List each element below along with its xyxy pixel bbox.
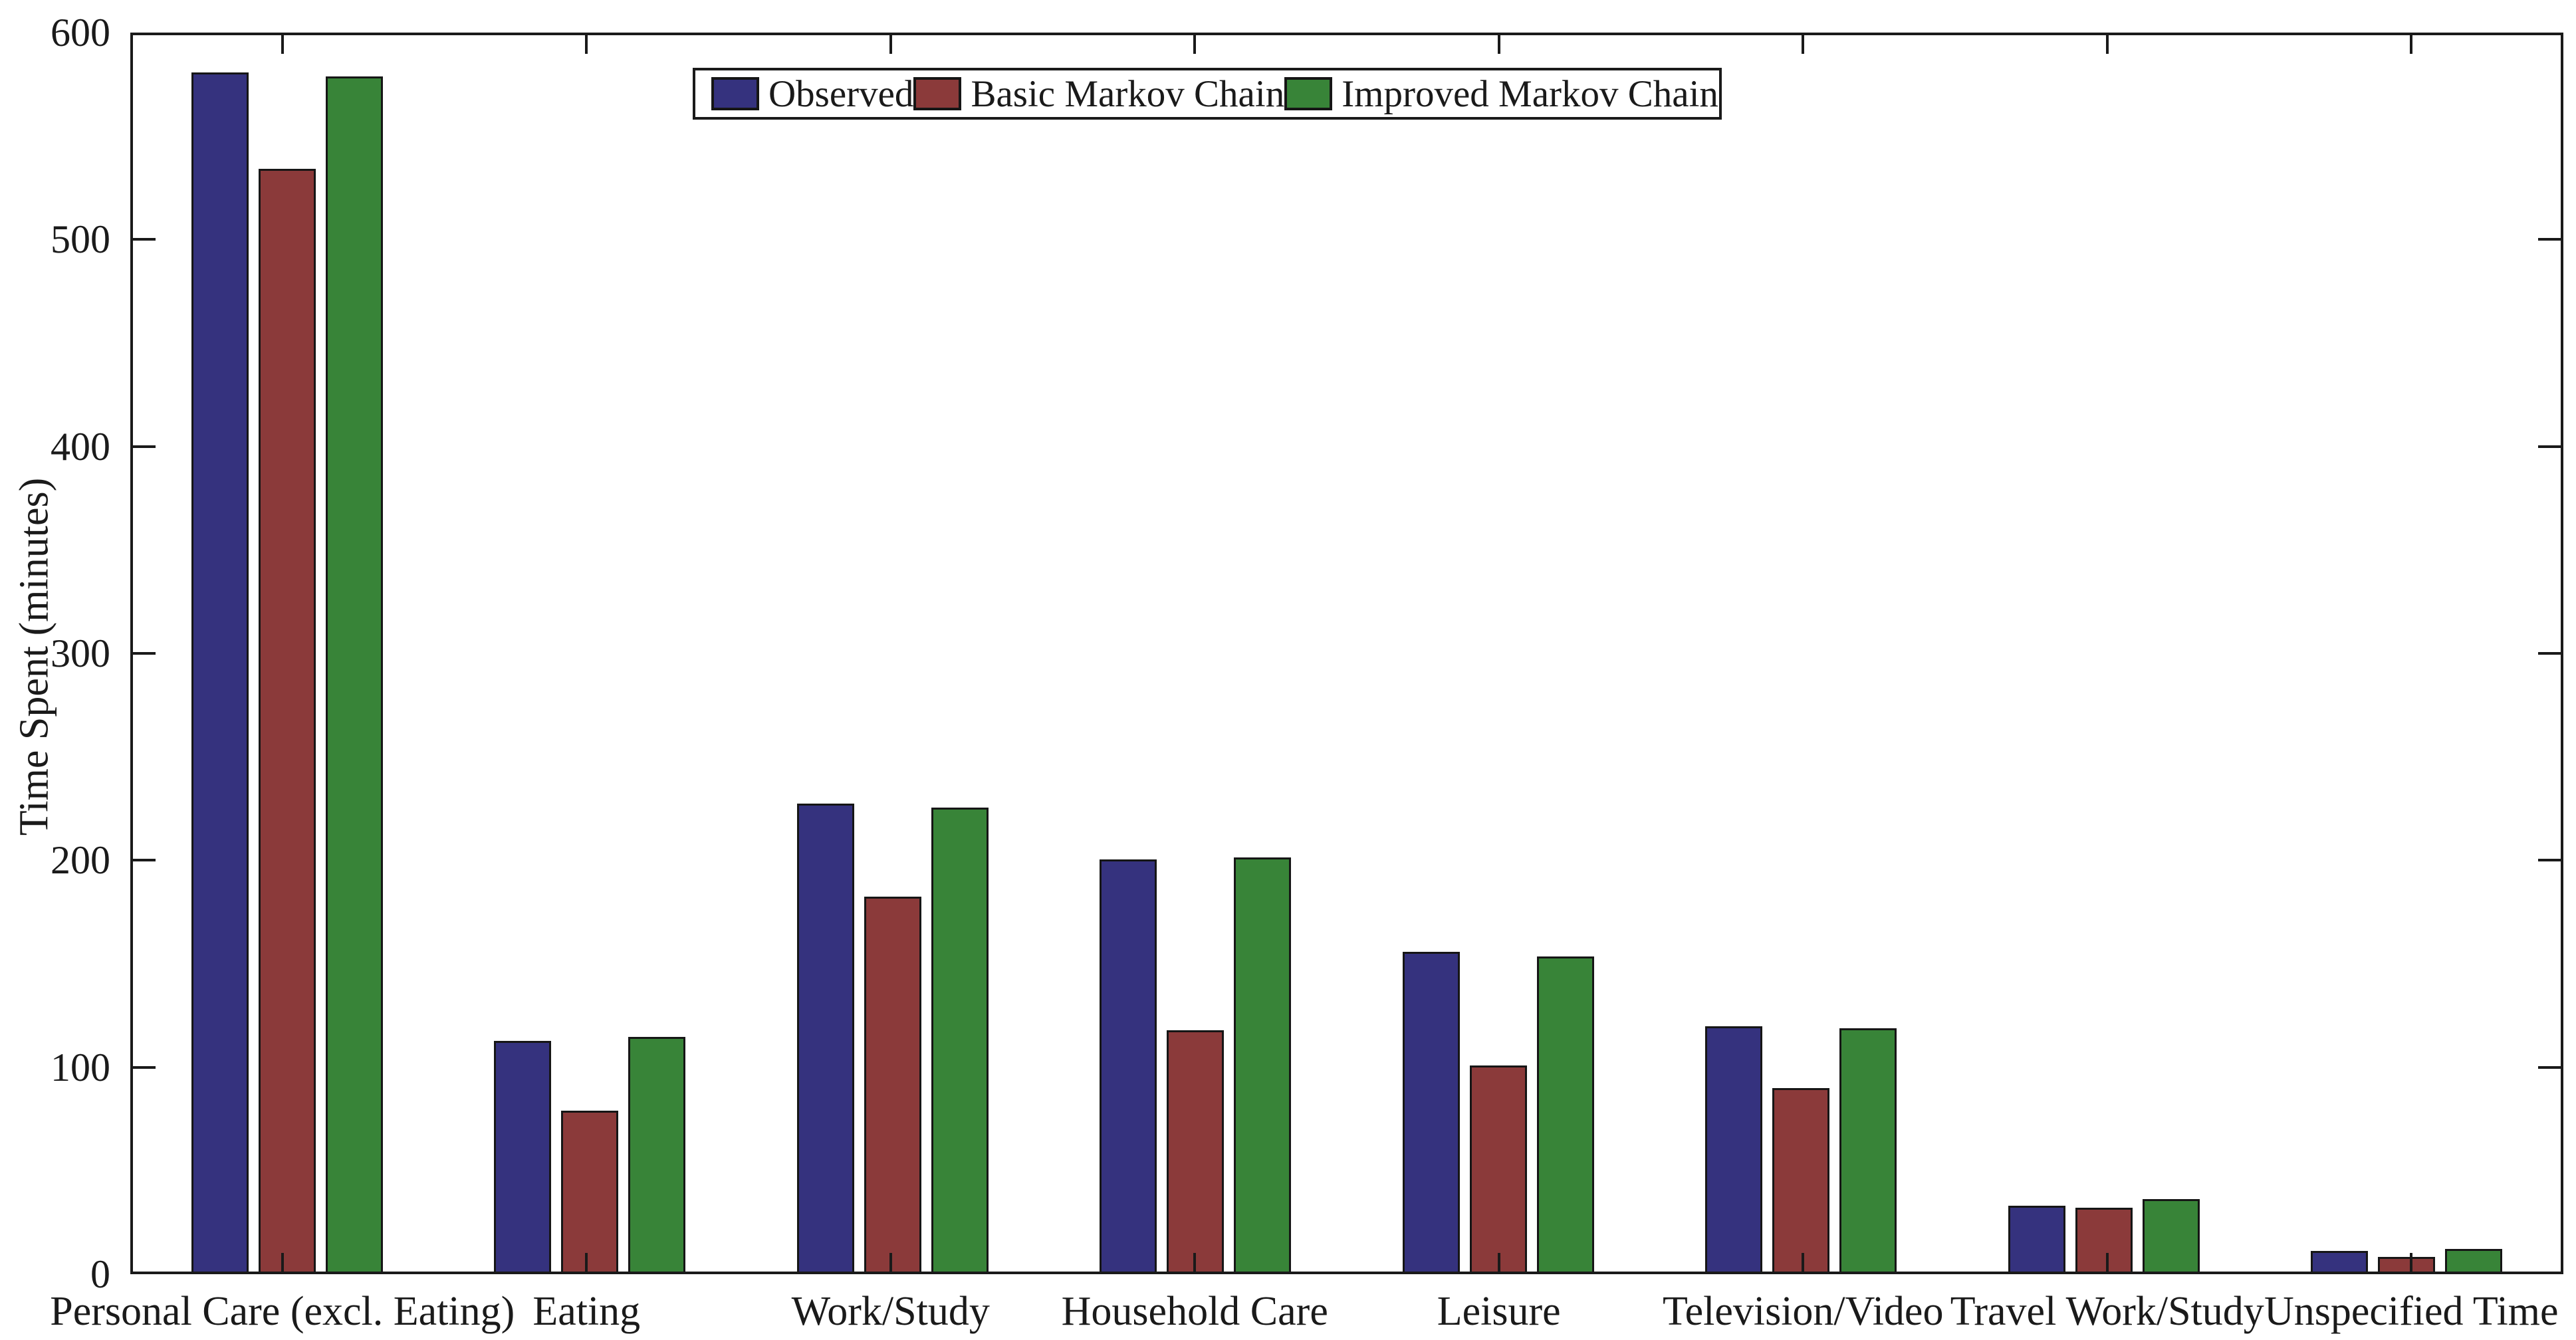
bottom-x-tick-television-video xyxy=(1802,1253,1805,1272)
right-y-tick-500 xyxy=(2538,238,2561,241)
top-x-tick-unspecified-time xyxy=(2410,35,2413,54)
y-tick-label-0: 0 xyxy=(90,1252,110,1296)
top-x-tick-travel-work-study xyxy=(2105,35,2109,54)
bottom-x-tick-work-study xyxy=(889,1253,892,1272)
x-category-label-household-care: Household Care xyxy=(1061,1289,1328,1334)
left-y-tick-300 xyxy=(133,652,156,655)
legend-item-improved-markov-chain: Improved Markov Chain xyxy=(1284,72,1718,116)
bar-basic-markov-chain-household-care xyxy=(1167,1030,1225,1272)
left-y-tick-100 xyxy=(133,1065,156,1069)
x-category-label-work-study: Work/Study xyxy=(791,1289,990,1334)
bar-basic-markov-chain-personal-care-excl-eating xyxy=(258,169,316,1272)
bar-observed-eating xyxy=(494,1041,552,1272)
bar-observed-personal-care-excl-eating xyxy=(191,72,249,1272)
bar-improved-markov-chain-work-study xyxy=(931,808,989,1272)
bar-group-unspecified-time xyxy=(2256,38,2559,1272)
bottom-x-tick-leisure xyxy=(1497,1253,1500,1272)
right-y-tick-400 xyxy=(2538,445,2561,448)
bar-improved-markov-chain-personal-care-excl-eating xyxy=(325,76,383,1272)
bar-group-television-video xyxy=(1650,38,1953,1272)
bar-observed-leisure xyxy=(1402,952,1460,1272)
bar-basic-markov-chain-leisure xyxy=(1469,1065,1527,1272)
bar-basic-markov-chain-television-video xyxy=(1772,1088,1830,1272)
bar-basic-markov-chain-work-study xyxy=(864,897,921,1272)
legend-label-improved-markov-chain: Improved Markov Chain xyxy=(1342,72,1718,115)
legend-item-basic-markov-chain: Basic Markov Chain xyxy=(913,72,1284,116)
top-x-tick-personal-care-excl-eating xyxy=(281,35,284,54)
right-y-tick-300 xyxy=(2538,652,2561,655)
bar-observed-unspecified-time xyxy=(2311,1251,2369,1272)
bar-group-work-study xyxy=(741,38,1044,1272)
bottom-x-tick-household-care xyxy=(1193,1253,1197,1272)
bar-observed-television-video xyxy=(1705,1026,1763,1272)
legend-swatch-basic-markov-chain xyxy=(913,77,962,110)
legend-swatch-observed xyxy=(711,77,759,110)
top-x-tick-eating xyxy=(585,35,588,54)
bar-group-travel-work-study xyxy=(1952,38,2256,1272)
y-tick-label-500: 500 xyxy=(51,217,110,262)
y-tick-label-300: 300 xyxy=(51,631,110,675)
left-y-tick-500 xyxy=(133,238,156,241)
plot-area xyxy=(130,33,2563,1274)
bottom-x-tick-travel-work-study xyxy=(2105,1253,2109,1272)
bar-improved-markov-chain-travel-work-study xyxy=(2142,1199,2200,1272)
right-y-tick-200 xyxy=(2538,859,2561,862)
bar-improved-markov-chain-unspecified-time xyxy=(2445,1249,2503,1272)
right-y-tick-100 xyxy=(2538,1065,2561,1069)
bar-observed-household-care xyxy=(1100,859,1157,1272)
left-y-tick-200 xyxy=(133,859,156,862)
bar-improved-markov-chain-household-care xyxy=(1234,857,1292,1272)
bar-observed-work-study xyxy=(796,804,854,1272)
bar-basic-markov-chain-unspecified-time xyxy=(2378,1257,2436,1272)
bar-group-leisure xyxy=(1347,38,1650,1272)
bar-basic-markov-chain-travel-work-study xyxy=(2075,1208,2133,1272)
bar-improved-markov-chain-television-video xyxy=(1839,1028,1897,1272)
y-tick-label-100: 100 xyxy=(51,1045,110,1089)
x-category-label-unspecified-time: Unspecified Time xyxy=(2264,1289,2559,1334)
legend-label-basic-markov-chain: Basic Markov Chain xyxy=(971,72,1285,115)
bar-improved-markov-chain-eating xyxy=(628,1037,686,1272)
bar-group-household-care xyxy=(1044,38,1347,1272)
legend-label-observed: Observed xyxy=(768,72,914,115)
top-x-tick-television-video xyxy=(1802,35,1805,54)
legend-item-observed: Observed xyxy=(711,72,913,116)
top-x-tick-work-study xyxy=(889,35,892,54)
y-tick-label-200: 200 xyxy=(51,838,110,883)
y-tick-label-400: 400 xyxy=(51,424,110,469)
bar-improved-markov-chain-leisure xyxy=(1536,956,1594,1272)
bar-basic-markov-chain-eating xyxy=(561,1111,619,1272)
bottom-x-tick-eating xyxy=(585,1253,588,1272)
top-x-tick-household-care xyxy=(1193,35,1197,54)
x-category-label-eating: Eating xyxy=(532,1289,641,1334)
y-tick-label-600: 600 xyxy=(51,11,110,55)
bar-groups-container xyxy=(136,38,2558,1272)
legend-swatch-improved-markov-chain xyxy=(1284,77,1333,110)
top-x-tick-leisure xyxy=(1497,35,1500,54)
left-y-tick-400 xyxy=(133,445,156,448)
x-category-label-leisure: Leisure xyxy=(1437,1289,1561,1334)
x-category-label-travel-work-study: Travel Work/Study xyxy=(1950,1289,2264,1334)
bottom-x-tick-unspecified-time xyxy=(2410,1253,2413,1272)
bar-group-eating xyxy=(439,38,742,1272)
bar-observed-travel-work-study xyxy=(2008,1206,2065,1272)
x-category-label-personal-care-excl-eating: Personal Care (excl. Eating) xyxy=(50,1289,515,1334)
legend: Observed Basic Markov Chain Improved Marko… xyxy=(693,68,1722,120)
bar-group-personal-care-excl-eating xyxy=(136,38,439,1272)
bottom-x-tick-personal-care-excl-eating xyxy=(281,1253,284,1272)
x-category-label-television-video: Television/Video xyxy=(1663,1289,1944,1334)
